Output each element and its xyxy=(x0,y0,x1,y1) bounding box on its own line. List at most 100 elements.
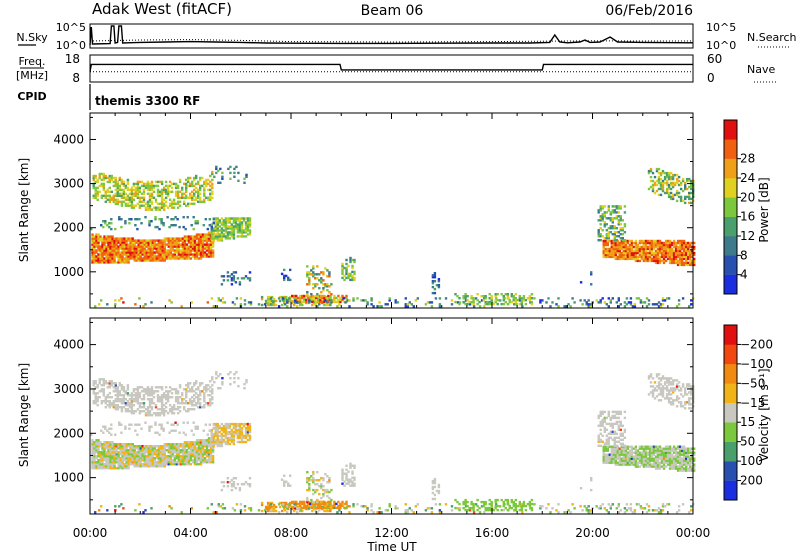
data-cell xyxy=(165,249,168,252)
data-cell xyxy=(102,174,105,178)
data-cell xyxy=(106,394,109,397)
data-cell xyxy=(246,424,250,428)
data-cell xyxy=(115,253,118,256)
data-cell xyxy=(658,449,662,452)
data-cell xyxy=(424,303,428,306)
data-cell xyxy=(437,284,441,287)
data-cell xyxy=(212,227,215,230)
data-cell xyxy=(167,253,170,256)
data-cell xyxy=(171,257,175,260)
data-cell xyxy=(661,189,665,193)
data-cell xyxy=(483,297,486,300)
data-cell xyxy=(226,422,230,426)
data-cell xyxy=(216,231,219,234)
data-cell xyxy=(220,235,224,238)
data-cell xyxy=(634,463,638,466)
data-cell xyxy=(169,255,172,258)
data-cell xyxy=(160,398,164,401)
data-cell xyxy=(143,445,146,448)
data-cell xyxy=(184,433,187,436)
data-cell xyxy=(484,300,487,304)
data-cell xyxy=(126,202,130,205)
data-cell xyxy=(123,251,126,254)
data-cell xyxy=(135,255,138,258)
data-cell xyxy=(394,299,397,302)
data-cell xyxy=(219,387,222,390)
data-cell xyxy=(199,457,203,460)
data-cell xyxy=(609,213,612,216)
data-cell xyxy=(675,305,679,308)
data-cell xyxy=(145,257,148,260)
data-cell xyxy=(199,257,203,260)
data-cell xyxy=(114,303,117,306)
data-cell xyxy=(155,259,158,262)
data-cell xyxy=(172,429,175,432)
data-cell xyxy=(609,211,612,214)
data-cell xyxy=(185,247,189,250)
data-cell xyxy=(128,192,132,195)
data-cell xyxy=(144,412,148,415)
data-cell xyxy=(130,412,134,415)
data-cell xyxy=(612,461,615,464)
data-cell xyxy=(155,243,158,246)
data-cell xyxy=(203,386,206,389)
data-cell xyxy=(680,463,684,466)
data-cell xyxy=(94,396,97,399)
data-cell xyxy=(246,432,250,436)
data-cell xyxy=(147,461,150,464)
data-cell xyxy=(209,245,213,248)
data-cell xyxy=(144,392,148,395)
data-cell xyxy=(195,257,199,260)
data-cell xyxy=(609,424,612,427)
data-cell xyxy=(150,200,154,203)
data-cell xyxy=(688,177,691,181)
data-cell xyxy=(156,206,160,209)
data-cell xyxy=(207,196,210,199)
data-cell xyxy=(142,410,146,413)
data-cell xyxy=(351,270,354,274)
data-cell xyxy=(216,440,219,444)
data-cell xyxy=(108,186,111,190)
data-cell xyxy=(228,231,232,234)
data-cell xyxy=(689,461,692,464)
data-cell xyxy=(472,305,476,308)
data-cell xyxy=(105,255,108,258)
data-cell xyxy=(285,274,288,278)
data-cell xyxy=(244,428,248,432)
data-cell xyxy=(137,257,140,260)
data-cell xyxy=(195,186,198,190)
data-cell xyxy=(624,249,628,253)
data-cell xyxy=(181,451,185,454)
data-cell xyxy=(307,296,310,300)
data-cell xyxy=(118,176,121,180)
data-cell xyxy=(650,245,654,249)
data-cell xyxy=(665,179,669,183)
data-cell xyxy=(233,167,236,171)
data-cell xyxy=(181,192,184,195)
data-cell xyxy=(134,204,138,207)
data-cell xyxy=(109,467,112,470)
data-cell xyxy=(166,192,170,195)
data-cell xyxy=(155,455,158,458)
data-cell xyxy=(201,233,205,236)
data-cell xyxy=(130,204,134,207)
data-cell xyxy=(673,181,677,185)
data-cell xyxy=(141,245,144,248)
data-cell xyxy=(644,459,648,462)
data-cell xyxy=(613,444,616,447)
data-cell xyxy=(500,293,503,296)
data-cell xyxy=(149,257,152,260)
data-cell xyxy=(101,443,104,446)
data-cell xyxy=(238,430,242,434)
data-cell xyxy=(238,223,242,226)
data-cell xyxy=(630,461,634,464)
data-cell xyxy=(191,447,195,450)
data-cell xyxy=(171,239,175,242)
data-cell xyxy=(115,467,118,470)
data-cell xyxy=(129,445,132,448)
data-cell xyxy=(167,243,170,246)
data-cell xyxy=(621,444,624,447)
data-cell xyxy=(161,455,164,458)
data-cell xyxy=(142,192,146,195)
data-cell xyxy=(181,394,184,397)
